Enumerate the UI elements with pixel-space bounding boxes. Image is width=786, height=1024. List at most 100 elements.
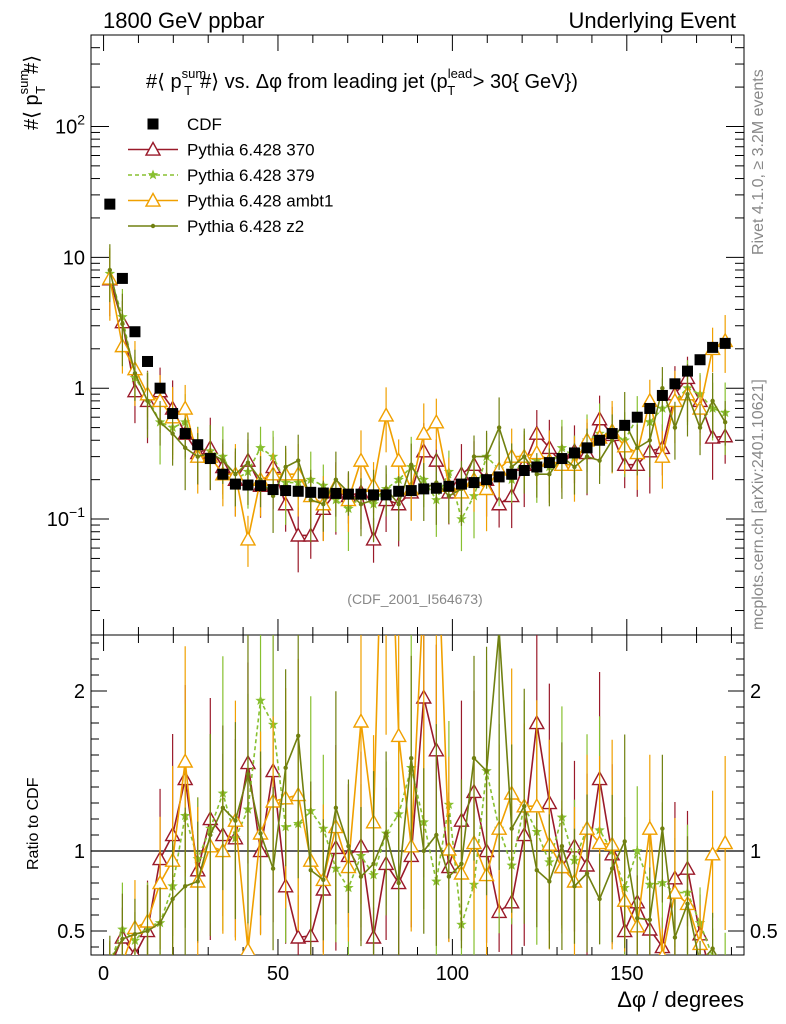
cdf-data-point: [707, 341, 719, 353]
legend-label: Pythia 6.428 ambt1: [187, 192, 333, 211]
cdf-data-point: [167, 408, 179, 420]
x-tick-label: 0: [98, 963, 109, 985]
mc-data-point: [157, 920, 163, 926]
mc-data-point: [597, 896, 602, 902]
cdf-data-point: [192, 439, 204, 451]
mc-data-point: [290, 928, 307, 944]
cdf-data-point: [393, 485, 405, 497]
mc-data-point: [352, 712, 370, 728]
mc-data-point: [377, 406, 395, 422]
mc-data-point: [145, 398, 150, 404]
cdf-data-point: [631, 411, 643, 423]
mc-data-point: [534, 472, 539, 477]
header-right: Underlying Event: [568, 8, 736, 33]
ratio-series-line: [114, 697, 707, 955]
mc-data-point: [559, 844, 565, 849]
cdf-data-point: [518, 464, 530, 476]
mc-data-point: [321, 877, 326, 882]
cdf-data-point: [368, 489, 380, 501]
mc-data-point: [484, 768, 489, 774]
mc-data-point: [415, 425, 432, 440]
mc-data-point: [672, 935, 678, 940]
mc-data-point: [144, 192, 162, 207]
mc-data-point: [584, 871, 590, 876]
rivet-version-label: Rivet 4.1.0, ≥ 3.2M events: [750, 69, 767, 255]
mc-data-point: [622, 839, 627, 844]
mc-data-point: [296, 458, 301, 463]
cdf-data-point: [455, 478, 467, 490]
cdf-data-point: [355, 488, 367, 500]
ratio-y-tick-label: 1: [74, 841, 85, 863]
cdf-data-point: [380, 489, 392, 501]
mc-data-point: [390, 727, 407, 743]
mc-data-point: [296, 733, 301, 738]
mc-data-point: [258, 831, 263, 836]
cdf-data-point: [430, 482, 442, 494]
mc-data-point: [308, 868, 313, 873]
mc-data-point: [255, 695, 266, 705]
mc-data-point: [720, 958, 731, 968]
legend-label: Pythia 6.428 379: [187, 166, 315, 185]
mc-data-point: [120, 936, 125, 942]
cdf-data-point: [317, 487, 329, 499]
mc-data-point: [635, 916, 640, 921]
mc-data-point: [132, 371, 138, 376]
cdf-data-point: [104, 198, 116, 210]
mc-data-point: [647, 917, 653, 922]
mc-data-point: [722, 419, 728, 425]
series-line: [109, 278, 726, 543]
mc-data-point: [641, 820, 659, 835]
main-y-axis-label: #⟨ psum T#⟩: [16, 55, 48, 130]
legend-label: Pythia 6.428 z2: [187, 217, 304, 236]
cdf-data-point: [681, 365, 693, 377]
mc-data-point: [170, 431, 175, 436]
cdf-data-point: [606, 428, 618, 440]
mc-data-point: [685, 391, 690, 397]
mc-data-point: [434, 832, 439, 838]
mc-data-point: [151, 874, 169, 890]
cdf-data-point: [468, 477, 480, 489]
mc-data-point: [409, 756, 414, 761]
mc-data-point: [446, 493, 452, 499]
mc-data-point: [147, 169, 159, 180]
mc-data-point: [122, 954, 123, 955]
cdf-data-point: [204, 453, 216, 465]
ratio-series-line: [111, 697, 713, 955]
mc-data-point: [522, 454, 527, 459]
mc-data-point: [547, 472, 552, 477]
mc-data-point: [471, 756, 477, 761]
cdf-data-point: [229, 478, 241, 490]
mc-data-point: [672, 425, 678, 430]
main-series-layer: [101, 198, 734, 573]
mc-data-point: [421, 848, 426, 854]
ratio-y-tick-label-right: 1: [750, 841, 761, 863]
cdf-data-point: [556, 453, 568, 465]
mc-data-point: [572, 464, 577, 470]
mc-data-point: [144, 141, 162, 156]
y-tick-label: 10−1: [47, 504, 85, 531]
cdf-data-point: [581, 442, 593, 454]
x-tick-label: 150: [610, 963, 643, 985]
mc-data-point: [283, 765, 288, 770]
mc-data-point: [597, 458, 602, 463]
mc-data-point: [718, 972, 732, 985]
mc-data-point: [245, 460, 251, 465]
x-tick-label: 100: [436, 963, 469, 985]
mc-data-point: [290, 526, 307, 542]
mc-data-point: [723, 969, 727, 973]
mc-data-point: [150, 223, 156, 229]
main-axes: 10−1 1 10 102: [47, 34, 744, 635]
mc-data-point: [446, 874, 452, 879]
cdf-data-point: [418, 483, 430, 495]
cdf-data-point: [594, 434, 606, 446]
mc-data-point: [528, 797, 545, 813]
cdf-data-point: [280, 485, 292, 497]
mc-data-point: [220, 458, 226, 463]
mc-data-point: [685, 901, 690, 906]
y-tick-label: 1: [74, 378, 85, 400]
mc-data-point: [371, 861, 376, 866]
mc-data-point: [534, 868, 539, 873]
mc-data-point: [245, 772, 251, 777]
series-line: [109, 273, 726, 522]
